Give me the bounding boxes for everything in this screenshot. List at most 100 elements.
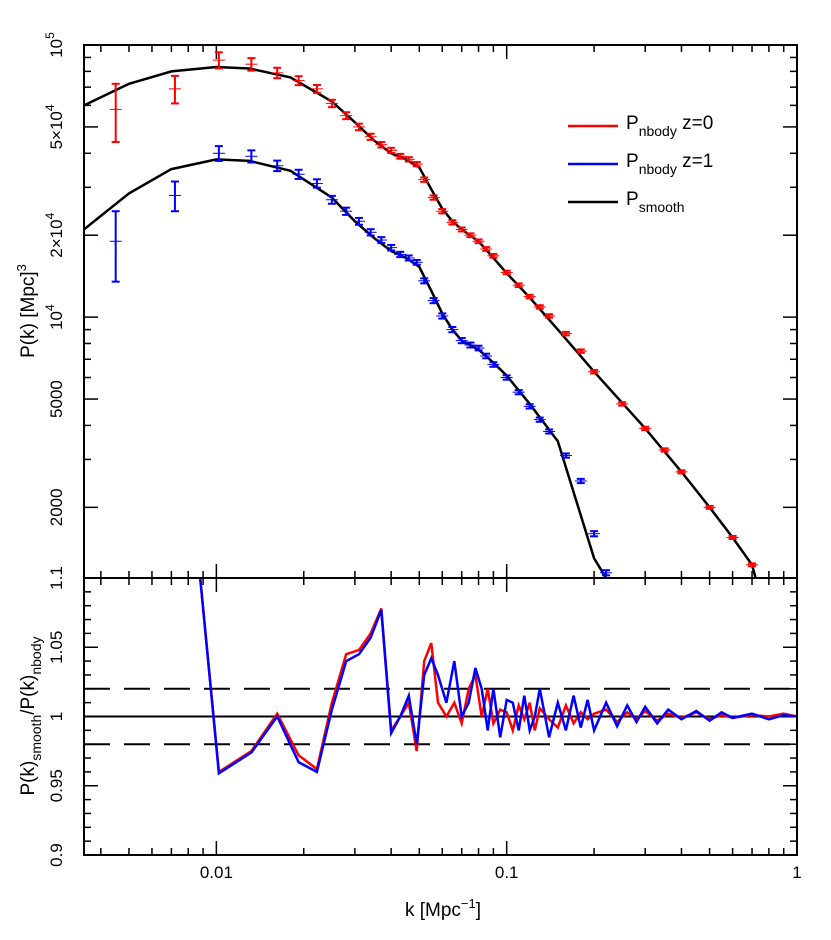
data-point bbox=[310, 178, 323, 189]
data-point bbox=[402, 254, 415, 262]
bottom-y-axis-title: P(k)smooth/P(k)nbody bbox=[18, 636, 44, 795]
data-point bbox=[533, 416, 546, 423]
x-axis-title-tail: ] bbox=[476, 900, 481, 921]
data-point bbox=[385, 243, 398, 252]
data-point bbox=[472, 344, 485, 352]
bottom-y-axis-title-sub1: smooth bbox=[28, 715, 44, 761]
legend-label-sub: nbody bbox=[639, 161, 677, 177]
y-tick-label: 0.9 bbox=[47, 843, 66, 867]
ratio-line-1 bbox=[198, 578, 797, 776]
data-point bbox=[559, 330, 572, 337]
data-point bbox=[446, 325, 459, 334]
data-point bbox=[402, 156, 415, 163]
data-point bbox=[487, 253, 500, 259]
data-point bbox=[512, 389, 525, 396]
data-point bbox=[109, 210, 122, 283]
y-tick-label-main: 2×10 bbox=[47, 219, 66, 257]
data-point bbox=[245, 57, 258, 72]
y-tick-label-exponent: 4 bbox=[43, 304, 57, 311]
legend-label-main: P bbox=[626, 113, 639, 134]
top-y-axis-title: P(k) [Mpc]3 bbox=[14, 264, 39, 358]
data-point bbox=[353, 216, 366, 226]
data-point bbox=[168, 180, 181, 213]
data-point bbox=[480, 352, 493, 360]
data-point bbox=[464, 232, 477, 239]
bottom-frame bbox=[83, 577, 798, 856]
data-point bbox=[455, 226, 468, 233]
y-tick-label: 5000 bbox=[47, 380, 66, 418]
x-tick-label: 0.1 bbox=[495, 863, 519, 882]
data-point bbox=[418, 176, 431, 183]
bottom-y-axis-title-mid: /P(k) bbox=[18, 675, 39, 715]
data-point bbox=[394, 250, 407, 259]
data-point bbox=[364, 228, 377, 237]
data-point bbox=[639, 425, 652, 432]
data-point bbox=[271, 66, 284, 80]
smooth-curve-1 bbox=[84, 158, 608, 578]
data-point bbox=[746, 562, 759, 568]
data-point bbox=[658, 447, 671, 453]
data-point bbox=[353, 122, 366, 132]
y-tick-label-exponent: 4 bbox=[43, 104, 57, 111]
data-point bbox=[427, 194, 440, 201]
data-point bbox=[168, 74, 181, 105]
legend: Pnbody z=0 Pnbody z=1 Psmooth bbox=[568, 113, 713, 215]
data-point bbox=[703, 504, 716, 510]
legend-label: Psmooth bbox=[626, 189, 685, 215]
x-tick-label: 0.01 bbox=[200, 863, 233, 882]
y-tick-label-main: 5×10 bbox=[47, 111, 66, 149]
data-point bbox=[588, 369, 601, 375]
y-tick-label: 5×104 bbox=[43, 104, 66, 149]
data-point bbox=[385, 146, 398, 154]
data-point bbox=[245, 149, 258, 164]
data-point bbox=[523, 403, 536, 410]
data-point bbox=[436, 312, 449, 320]
data-point bbox=[726, 534, 739, 541]
bottom-panel: 0.9 0.95 1 1.05 1.1 0.01 0.1 1 bbox=[47, 566, 802, 882]
y-tick-label: 105 bbox=[43, 32, 66, 58]
data-point bbox=[574, 477, 587, 485]
y-tick-label: 1.1 bbox=[47, 566, 66, 590]
data-point bbox=[325, 98, 338, 109]
data-point bbox=[364, 132, 377, 141]
data-point bbox=[325, 194, 338, 205]
axis-labels: P(k) [Mpc]3 P(k)smooth/P(k)nbody k [Mpc−1] bbox=[14, 264, 481, 921]
data-point bbox=[292, 168, 305, 180]
data-point bbox=[472, 238, 485, 245]
y-tick-label-exponent: 4 bbox=[43, 212, 57, 219]
y-tick-label: 2×104 bbox=[43, 212, 66, 257]
data-point bbox=[675, 469, 688, 475]
data-point bbox=[340, 206, 353, 216]
data-point bbox=[375, 236, 388, 245]
smooth-curve-0 bbox=[84, 65, 757, 578]
top-y-axis-title-main: P(k) [Mpc] bbox=[18, 271, 39, 358]
bottom-y-axis-title-main: P(k) bbox=[18, 761, 39, 796]
data-point bbox=[600, 569, 613, 577]
legend-label-sub: nbody bbox=[639, 123, 677, 139]
legend-label-tail: z=0 bbox=[677, 113, 713, 134]
x-axis-title-exponent: −1 bbox=[461, 896, 476, 911]
legend-label: Pnbody z=1 bbox=[626, 151, 713, 177]
data-point bbox=[394, 152, 407, 160]
data-point bbox=[310, 83, 323, 94]
data-point bbox=[292, 75, 305, 87]
data-point bbox=[487, 361, 500, 368]
data-point bbox=[616, 401, 629, 407]
data-point bbox=[455, 337, 468, 345]
data-point bbox=[427, 297, 440, 305]
data-point bbox=[574, 348, 587, 354]
data-point bbox=[340, 111, 353, 121]
data-point bbox=[588, 530, 601, 538]
data-point bbox=[212, 145, 225, 162]
data-point bbox=[271, 159, 284, 173]
data-point bbox=[212, 51, 225, 70]
data-point bbox=[375, 141, 388, 149]
y-tick-label-main: 10 bbox=[47, 311, 66, 330]
y-tick-label: 0.95 bbox=[47, 769, 66, 802]
bottom-y-axis-title-sub2: nbody bbox=[28, 636, 44, 674]
y-tick-label: 104 bbox=[43, 304, 66, 330]
x-axis-title-main: k [Mpc bbox=[405, 900, 461, 921]
y-tick-label-exponent: 5 bbox=[43, 32, 57, 39]
